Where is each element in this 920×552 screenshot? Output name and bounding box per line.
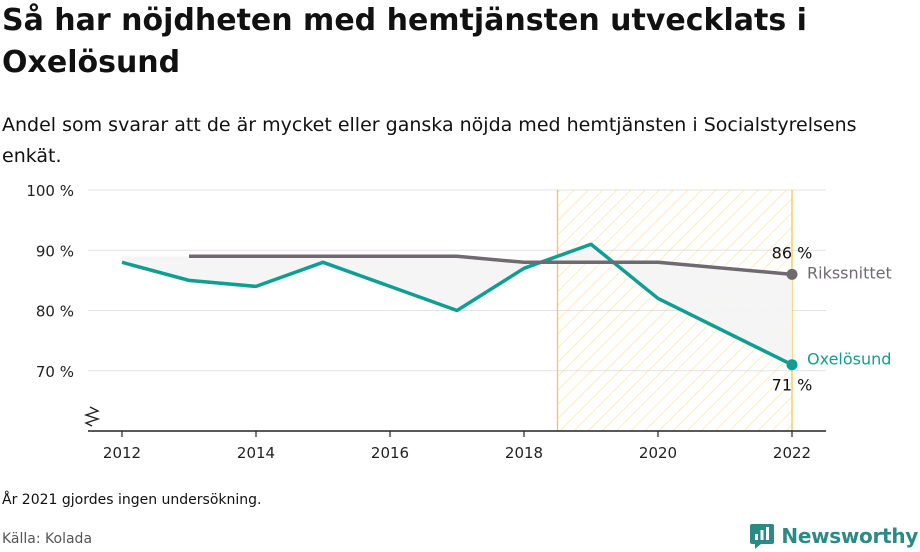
x-tick-label: 2014 xyxy=(237,444,275,462)
y-tick-label: 100 % xyxy=(26,182,74,200)
chart-title: Så har nöjdheten med hemtjänsten utveckl… xyxy=(2,3,807,80)
axes: 2012 2014 2016 2018 2020 2022 xyxy=(83,406,826,462)
series-line-rikssnittet xyxy=(189,254,793,277)
footnote: År 2021 gjordes ingen undersökning. xyxy=(2,492,262,508)
source-text: Källa: Kolada xyxy=(2,531,93,547)
difference-area xyxy=(122,244,792,365)
series-lines xyxy=(121,242,798,371)
line-chart: 70 %80 %90 %100 % 2012 2014 2016 2018 2020 20… xyxy=(26,182,892,462)
difference-fill xyxy=(122,244,792,365)
axis-break-icon xyxy=(83,406,101,427)
series-name-label: Oxelösund xyxy=(807,350,891,369)
newsworthy-logo-icon xyxy=(750,524,775,549)
end-point xyxy=(786,359,798,371)
x-tick-label: 2012 xyxy=(103,444,141,462)
x-tick-label: 2022 xyxy=(773,444,811,462)
end-point xyxy=(786,268,798,280)
y-tick-label: 90 % xyxy=(36,242,74,260)
data-label: 86 % xyxy=(772,243,813,262)
x-tick-label: 2020 xyxy=(639,444,677,462)
data-labels: Oxelösund Rikssnittet 71 % 86 % xyxy=(772,243,892,394)
x-tick-label: 2016 xyxy=(371,444,409,462)
x-tick-label: 2018 xyxy=(505,444,543,462)
brand-logo: Newsworthy xyxy=(749,520,918,552)
data-label: 71 % xyxy=(772,376,813,395)
y-tick-label: 70 % xyxy=(36,363,74,381)
series-line-oxelosund xyxy=(121,242,793,367)
chart-subtitle: Andel som svarar att de är mycket eller … xyxy=(2,114,857,167)
y-tick-label: 80 % xyxy=(36,303,74,321)
brand-name: Newsworthy xyxy=(781,524,918,548)
series-name-label: Rikssnittet xyxy=(807,263,892,282)
